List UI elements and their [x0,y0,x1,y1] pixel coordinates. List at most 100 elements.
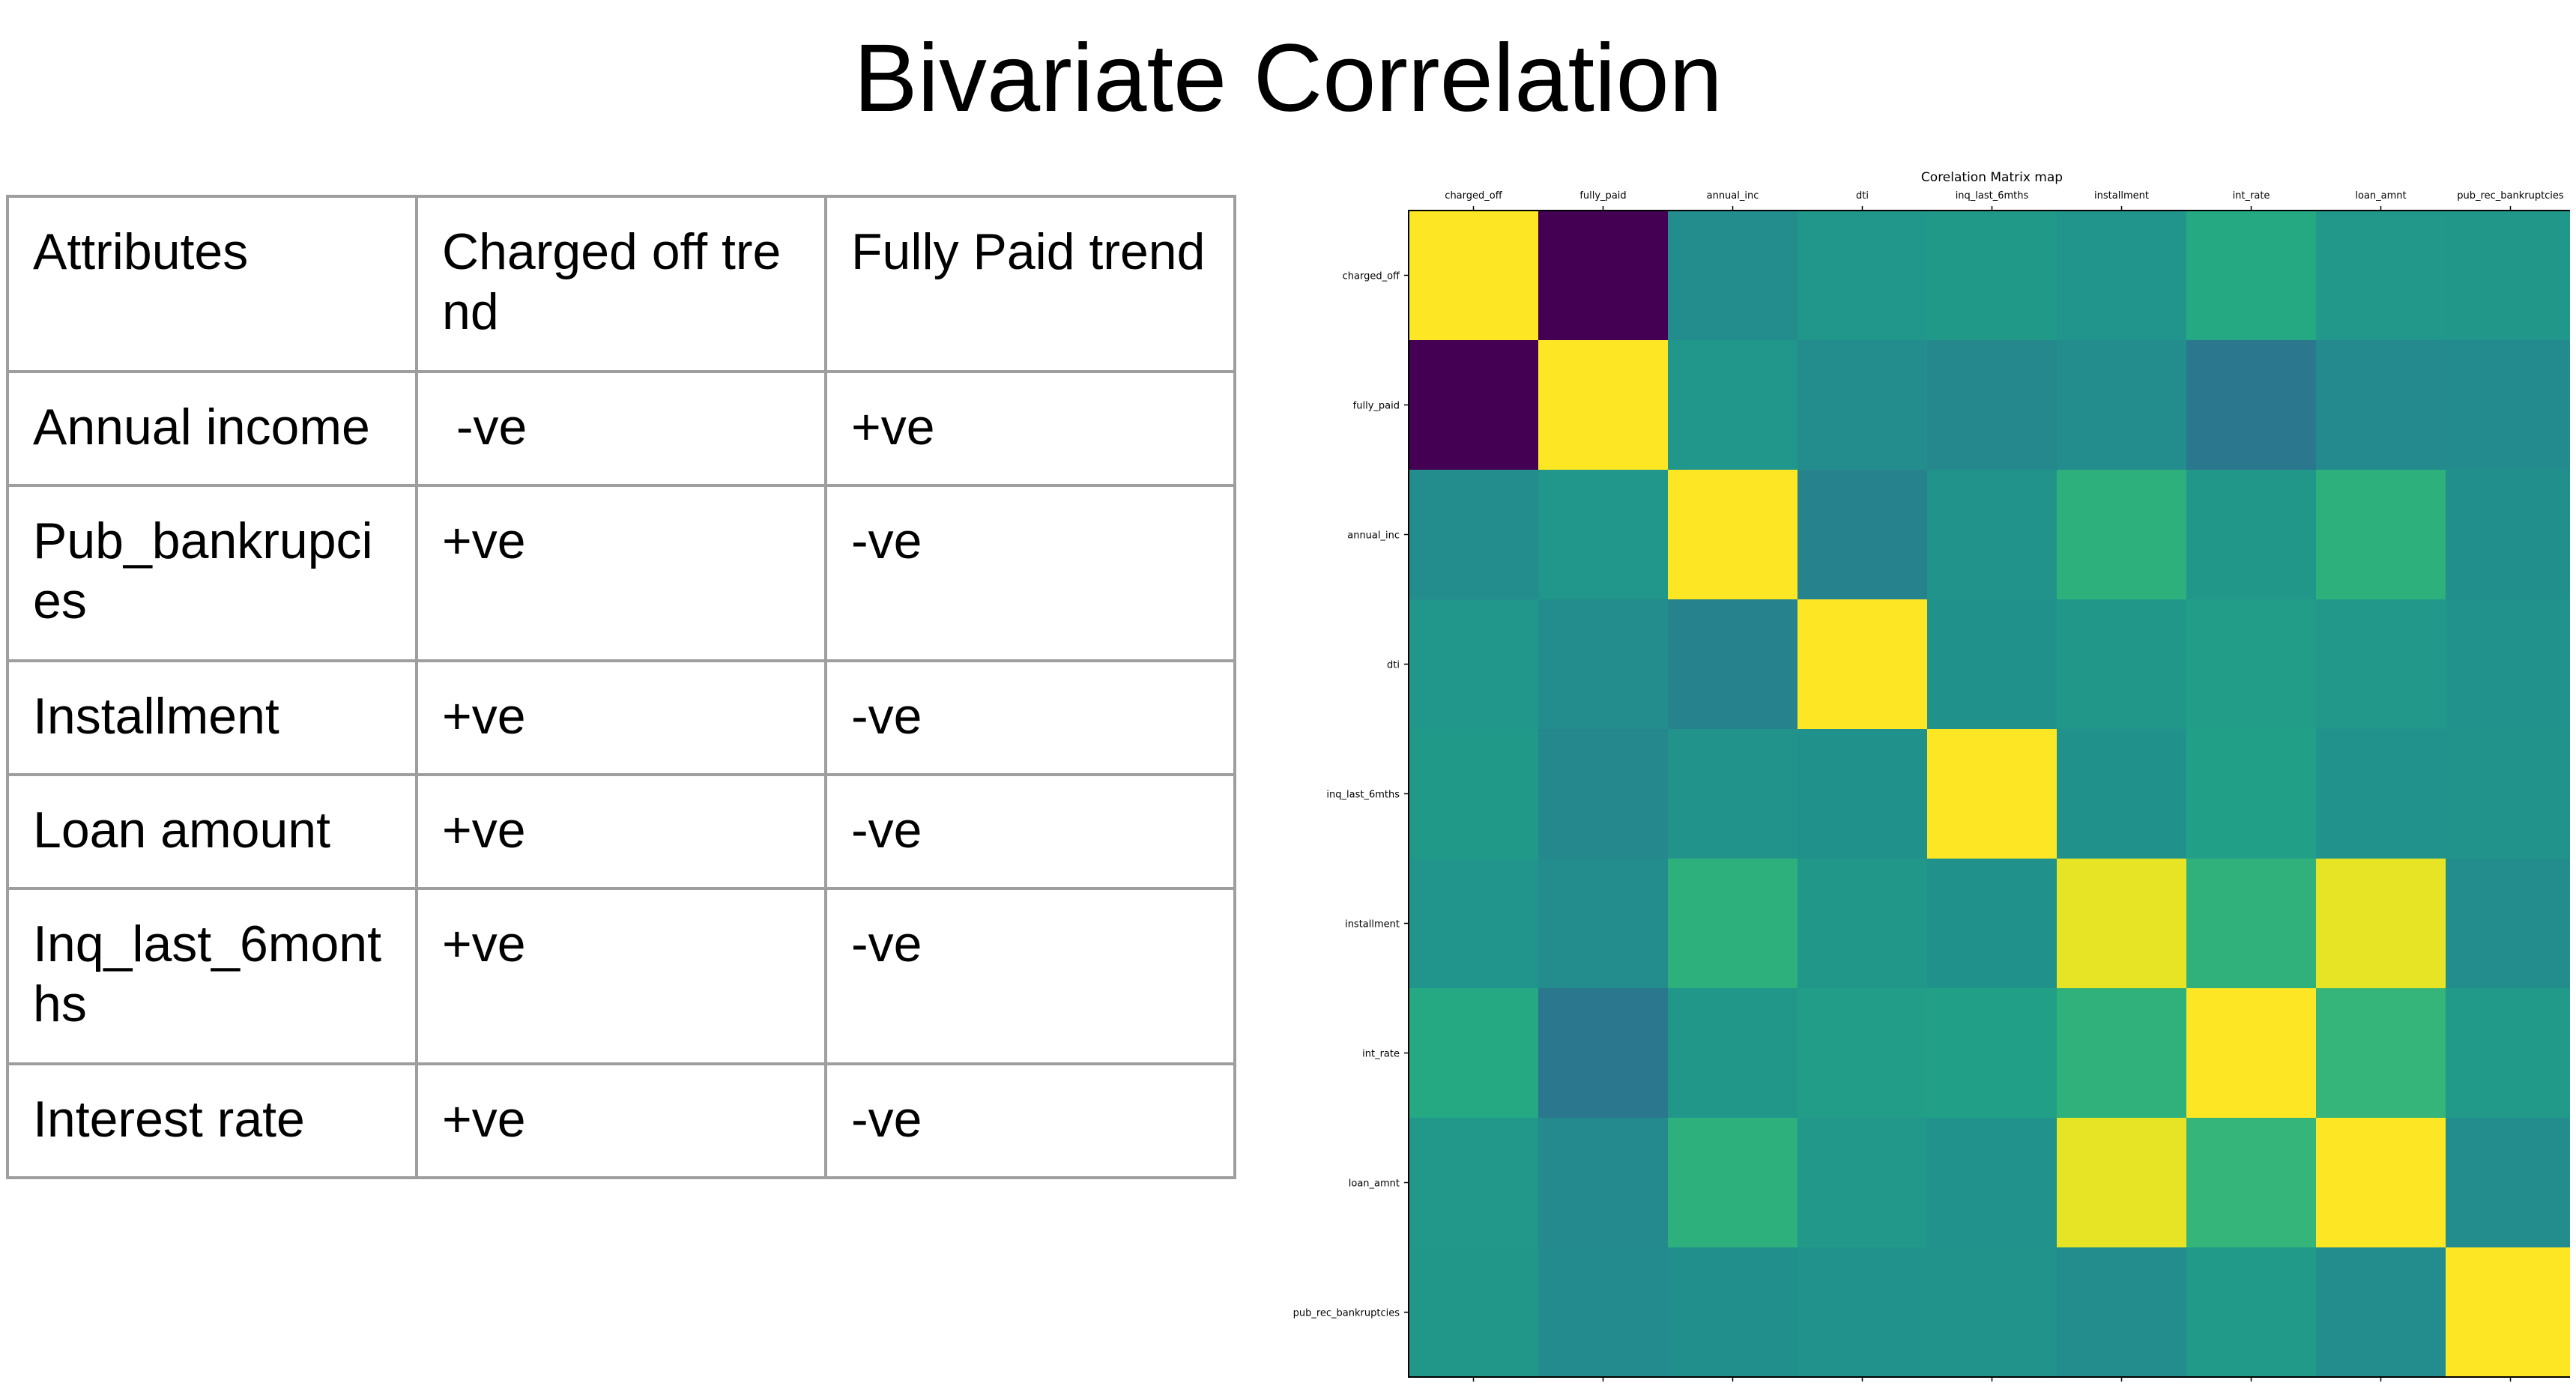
heatmap-cell [1927,1118,2058,1248]
fully-paid-cell: +ve [824,370,1236,487]
heatmap-cell [2186,340,2317,470]
fully-paid-cell: -ve [824,659,1236,776]
heatmap-svg: Corelation Matrix map charged_off charged_… [1293,170,2576,1382]
heatmap-cell [2316,340,2446,470]
heatmap-cell [2057,470,2187,600]
heatmap-cell [1409,599,1539,730]
attributes-table: Attributes Charged off trend Fully Paid … [6,195,1236,1179]
header-attributes: Attributes [6,195,418,373]
heatmap-cell [1538,1247,1669,1378]
y-tick-label: annual_inc [1347,530,1400,542]
heatmap-cell [2186,1247,2317,1378]
heatmap-cell [2186,859,2317,989]
charged-off-cell: +ve [415,484,827,662]
heatmap-cell [1409,211,1539,341]
heatmap-cell [1927,599,2058,730]
heatmap-cell [2186,729,2317,859]
table-row: Inq_last_6months +ve -ve [6,887,1236,1065]
heatmap-cell [2446,1118,2576,1248]
heatmap-cell [1927,729,2058,859]
table-row: Interest rate +ve -ve [6,1062,1236,1179]
heatmap-cell [2057,729,2187,859]
correlation-heatmap-chart: Corelation Matrix map charged_off charged_… [1266,165,2576,1386]
heatmap-cell [2446,340,2576,470]
charged-off-cell: +ve [415,773,827,890]
heatmap-cell [1798,340,1928,470]
heatmap-cell [1798,470,1928,600]
y-tick-label: charged_off [1343,271,1400,282]
heatmap-cell [1538,340,1669,470]
fully-paid-cell: -ve [824,1062,1236,1179]
heatmap-cell [2057,1247,2187,1378]
heatmap-cell [1927,340,2058,470]
heatmap-cell [1538,729,1669,859]
heatmap-cell [1798,211,1928,341]
x-tick-label: installment [2094,190,2149,202]
heatmap-cell [2316,988,2446,1119]
heatmap-cell [1538,988,1669,1119]
heatmap-cell [1538,599,1669,730]
heatmap-cell [2057,340,2187,470]
heatmap-cell [2316,729,2446,859]
table-row: Installment +ve -ve [6,659,1236,776]
heatmap-cell [1927,988,2058,1119]
heatmap-cell [1798,988,1928,1119]
x-tick-label: int_rate [2233,190,2270,202]
heatmap-cell [1668,729,1798,859]
heatmap-cell [1798,729,1928,859]
slide-title: Bivariate Correlation [853,25,1723,132]
heatmap-cell [2057,211,2187,341]
attribute-cell: Installment [6,659,418,776]
y-tick-label: loan_amnt [1349,1178,1400,1190]
chart-title: Corelation Matrix map [1921,170,2063,185]
x-tick-label: inq_last_6mths [1956,190,2029,202]
heatmap-cell [1409,340,1539,470]
heatmap-cell [2057,599,2187,730]
heatmap-cell [2186,1118,2317,1248]
heatmap-cell [2446,470,2576,600]
heatmap-cell [2186,599,2317,730]
heatmap-cell [1668,1118,1798,1248]
table-header-row: Attributes Charged off trend Fully Paid … [6,195,1236,373]
heatmap-cell [2186,211,2317,341]
heatmap-cell [2057,1118,2187,1248]
heatmap-cell [1538,211,1669,341]
heatmap-cell [1927,1247,2058,1378]
attribute-cell: Annual income [6,370,418,487]
table-row: Pub_bankrupcies +ve -ve [6,484,1236,662]
heatmap-cell [1409,729,1539,859]
x-tick-label: fully_paid [1579,190,1626,202]
heatmap-cell [1668,1247,1798,1378]
fully-paid-cell: -ve [824,484,1236,662]
y-tick-label: installment [1345,919,1400,930]
heatmap-cell [1927,859,2058,989]
heatmap-cell [1668,340,1798,470]
x-tick-label: annual_inc [1707,190,1759,202]
attribute-cell: Loan amount [6,773,418,890]
heatmap-cell [2316,1247,2446,1378]
heatmap-cell [2186,470,2317,600]
heatmap-cell [1668,470,1798,600]
heatmap-cell [2446,211,2576,341]
heatmap-cell [1409,470,1539,600]
heatmap-cell [1409,988,1539,1119]
header-fully-paid-trend: Fully Paid trend [824,195,1236,373]
heatmap-cell [1668,859,1798,989]
heatmap-cell [2446,988,2576,1119]
charged-off-cell: +ve [415,1062,827,1179]
heatmap-cell [2316,859,2446,989]
heatmap-cell [1538,470,1669,600]
heatmap-cell [2446,599,2576,730]
heatmap-cell [1798,1118,1928,1248]
fully-paid-cell: -ve [824,773,1236,890]
x-tick-label: pub_rec_bankruptcies [2457,190,2564,202]
heatmap-cell [1927,211,2058,341]
heatmap-cell [2446,859,2576,989]
heatmap-cell [1538,859,1669,989]
fully-paid-cell: -ve [824,887,1236,1065]
charged-off-cell: -ve [415,370,827,487]
heatmap-cell [1668,211,1798,341]
heatmap-cell [2316,211,2446,341]
y-tick-label: dti [1387,660,1400,671]
heatmap-cell [1927,470,2058,600]
